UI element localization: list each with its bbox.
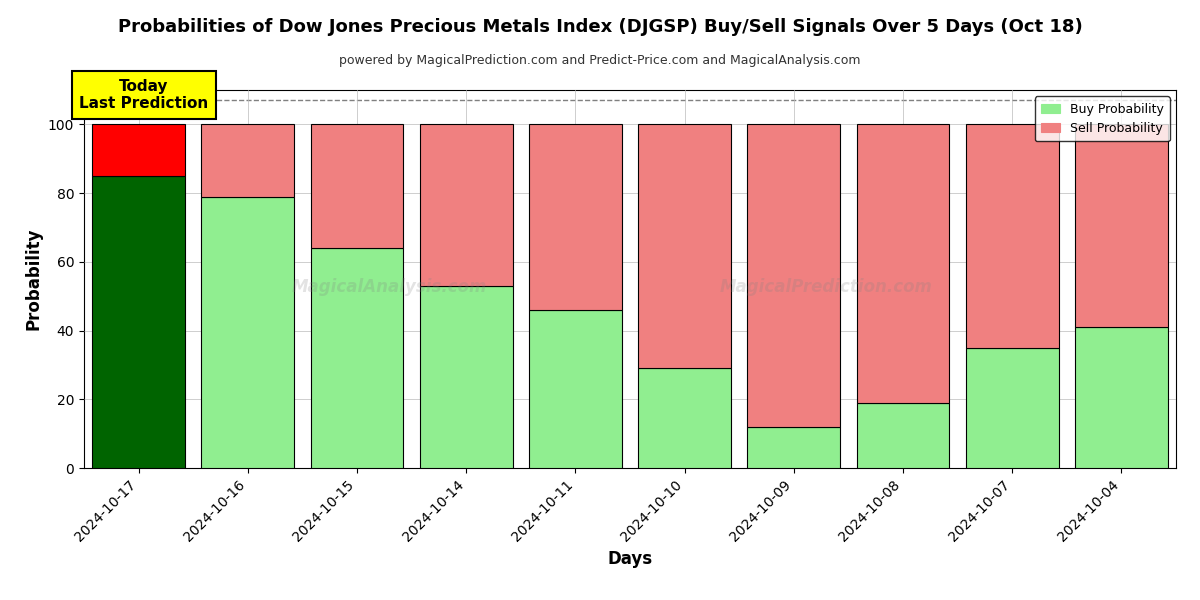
Bar [638,368,731,468]
Bar [638,124,731,368]
X-axis label: Days: Days [607,550,653,568]
Text: Probabilities of Dow Jones Precious Metals Index (DJGSP) Buy/Sell Signals Over 5: Probabilities of Dow Jones Precious Meta… [118,18,1082,36]
Bar [966,348,1058,468]
Bar [1075,327,1168,468]
Bar [202,124,294,197]
Text: Today
Last Prediction: Today Last Prediction [79,79,209,112]
Bar [748,124,840,427]
Bar [420,286,512,468]
Bar [529,310,622,468]
Bar [857,403,949,468]
Bar [1075,124,1168,327]
Bar [857,124,949,403]
Legend: Buy Probability, Sell Probability: Buy Probability, Sell Probability [1034,96,1170,141]
Bar [311,248,403,468]
Bar [311,124,403,248]
Text: MagicalPrediction.com: MagicalPrediction.com [720,278,932,296]
Bar [420,124,512,286]
Bar [202,197,294,468]
Bar [92,124,185,176]
Bar [92,176,185,468]
Bar [748,427,840,468]
Bar [966,124,1058,348]
Text: powered by MagicalPrediction.com and Predict-Price.com and MagicalAnalysis.com: powered by MagicalPrediction.com and Pre… [340,54,860,67]
Text: MagicalAnalysis.com: MagicalAnalysis.com [292,278,487,296]
Bar [529,124,622,310]
Y-axis label: Probability: Probability [24,228,42,330]
